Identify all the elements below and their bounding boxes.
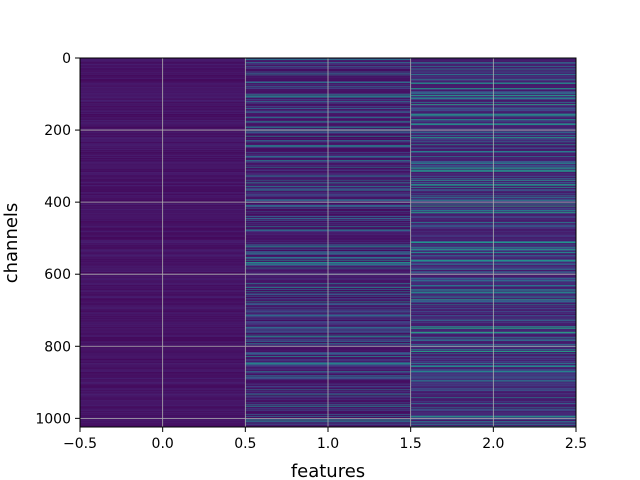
- y-tick-label: 0: [62, 51, 71, 67]
- y-tick-label: 400: [44, 195, 71, 211]
- x-tick-label: 2.0: [482, 436, 504, 452]
- x-tick-label: 1.0: [317, 436, 339, 452]
- y-tick-label: 600: [44, 267, 71, 283]
- x-tick-label: 0.0: [152, 436, 174, 452]
- y-axis-ticks: 0 200 400 600 800 1000: [35, 51, 80, 427]
- x-tick-label: 0.5: [234, 436, 256, 452]
- x-axis-label: features: [291, 461, 365, 480]
- y-axis-label: channels: [1, 203, 22, 284]
- x-tick-label: 2.5: [565, 436, 587, 452]
- y-tick-label: 1000: [35, 411, 71, 427]
- y-tick-label: 200: [44, 123, 71, 139]
- x-axis-ticks: −0.5 0.0 0.5 1.0 1.5 2.0 2.5: [63, 427, 587, 452]
- y-tick-label: 800: [44, 339, 71, 355]
- x-tick-label: 1.5: [400, 436, 422, 452]
- x-tick-label: −0.5: [63, 436, 97, 452]
